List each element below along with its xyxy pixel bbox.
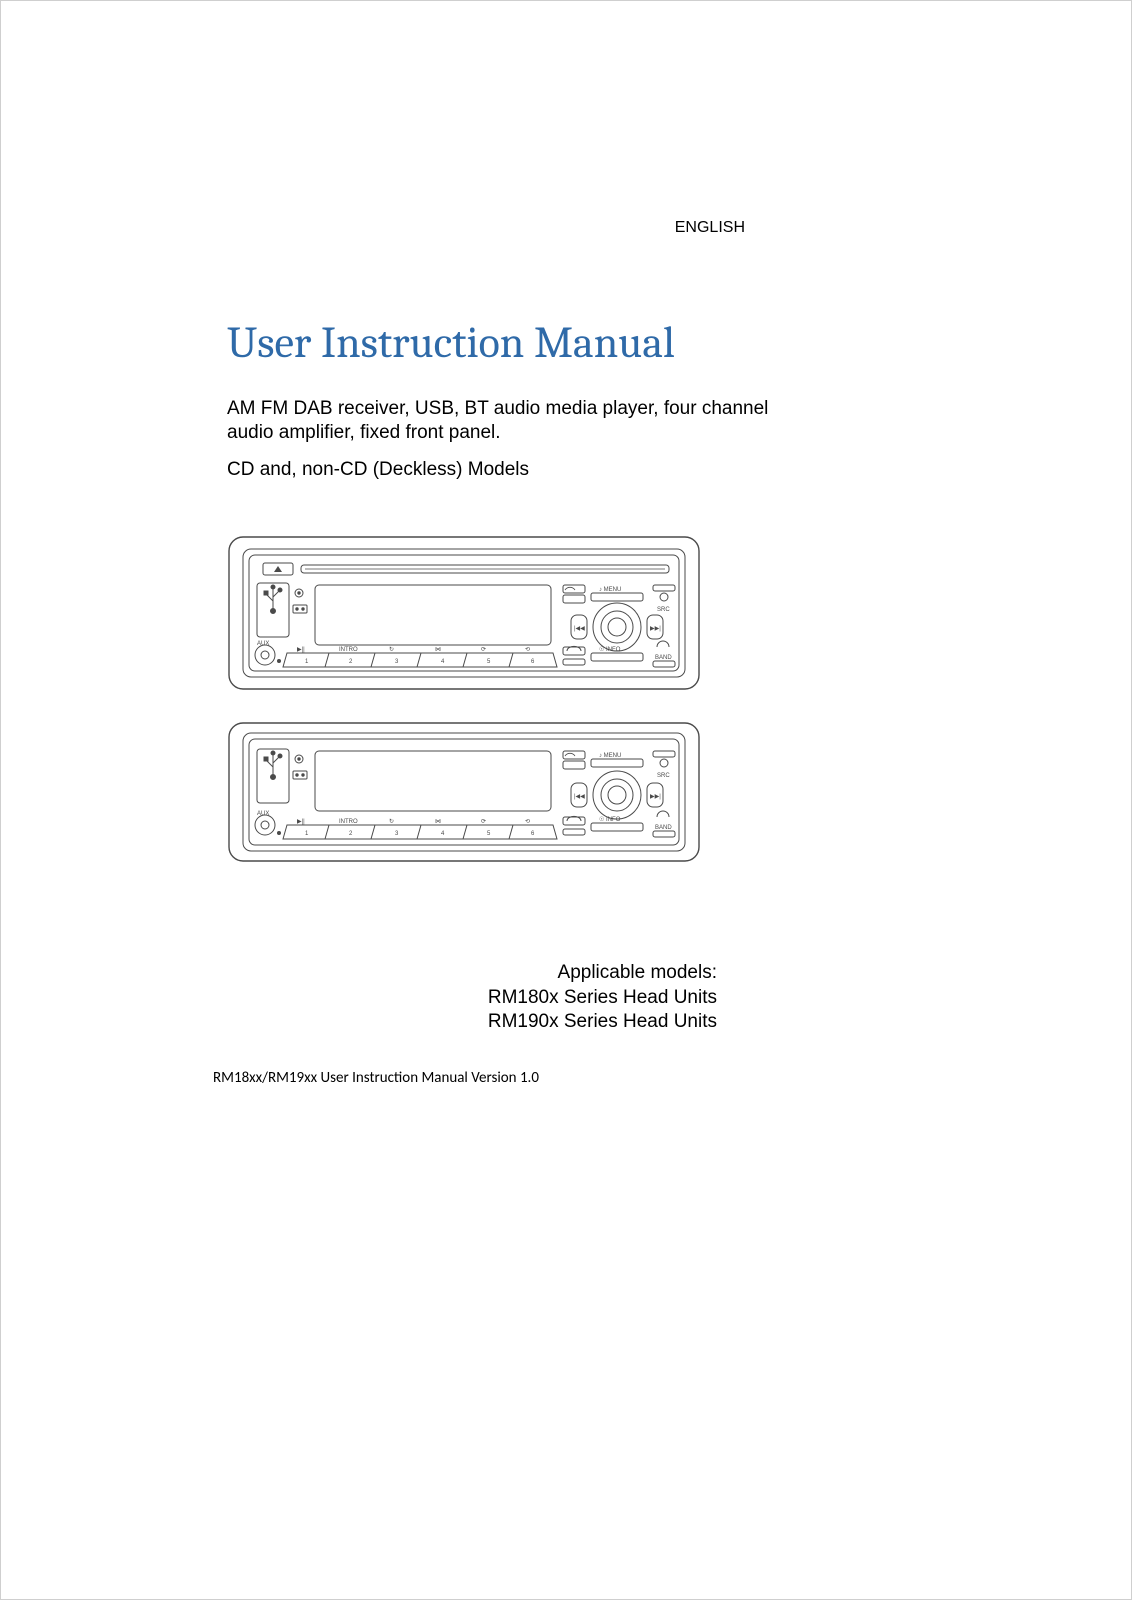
page: ENGLISH User Instruction Manual AM FM DA… — [0, 0, 1132, 1600]
lcd-display — [315, 585, 551, 645]
svg-text:↻: ↻ — [389, 646, 394, 653]
svg-text:BAND: BAND — [655, 825, 672, 831]
svg-text:⟳: ⟳ — [481, 647, 486, 653]
subtitle-1: AM FM DAB receiver, USB, BT audio media … — [227, 397, 787, 445]
svg-text:⋈: ⋈ — [435, 819, 441, 825]
svg-text:▶▶|: ▶▶| — [650, 626, 661, 632]
lcd-display — [315, 751, 551, 811]
svg-text:INTRO: INTRO — [339, 819, 358, 825]
svg-text:↻: ↻ — [389, 818, 394, 825]
svg-text:♪ MENU: ♪ MENU — [599, 753, 621, 759]
svg-text:INTRO: INTRO — [339, 647, 358, 653]
applicable-models: Applicable models: RM180x Series Head Un… — [488, 961, 717, 1035]
svg-text:☉ INFO: ☉ INFO — [599, 816, 621, 823]
svg-text:|◀◀: |◀◀ — [574, 794, 585, 800]
svg-text:☉ INFO: ☉ INFO — [599, 646, 621, 653]
subtitle-2: CD and, non-CD (Deckless) Models — [227, 459, 529, 481]
models-line1: RM180x Series Head Units — [488, 986, 717, 1011]
head-unit-cd-svg: AUX 1 2 3 4 5 6 ▶|| INTRO — [227, 535, 701, 691]
models-heading: Applicable models: — [488, 961, 717, 986]
device-illustration-cd: AUX 1 2 3 4 5 6 ▶|| INTRO — [227, 535, 701, 696]
language-label: ENGLISH — [675, 219, 745, 237]
page-title: User Instruction Manual — [227, 317, 675, 368]
svg-text:⟲: ⟲ — [525, 647, 530, 653]
models-line2: RM190x Series Head Units — [488, 1010, 717, 1035]
svg-text:|◀◀: |◀◀ — [574, 626, 585, 632]
svg-text:⋈: ⋈ — [435, 647, 441, 653]
footer-version: RM18xx/RM19xx User Instruction Manual Ve… — [213, 1069, 539, 1087]
svg-text:SRC: SRC — [657, 607, 670, 613]
ir-dot — [277, 659, 281, 663]
svg-text:♪ MENU: ♪ MENU — [599, 587, 621, 593]
head-unit-deckless-svg: AUX 1 2 3 4 5 6 ▶|| INTRO ↻ — [227, 721, 701, 863]
svg-text:⟳: ⟳ — [481, 819, 486, 825]
svg-text:SRC: SRC — [657, 773, 670, 779]
svg-text:▶▶|: ▶▶| — [650, 794, 661, 800]
svg-text:▶||: ▶|| — [297, 819, 305, 825]
svg-text:BAND: BAND — [655, 655, 672, 661]
device-illustration-deckless: AUX 1 2 3 4 5 6 ▶|| INTRO ↻ — [227, 721, 701, 868]
svg-text:▶||: ▶|| — [297, 647, 305, 653]
svg-text:⟲: ⟲ — [525, 819, 530, 825]
